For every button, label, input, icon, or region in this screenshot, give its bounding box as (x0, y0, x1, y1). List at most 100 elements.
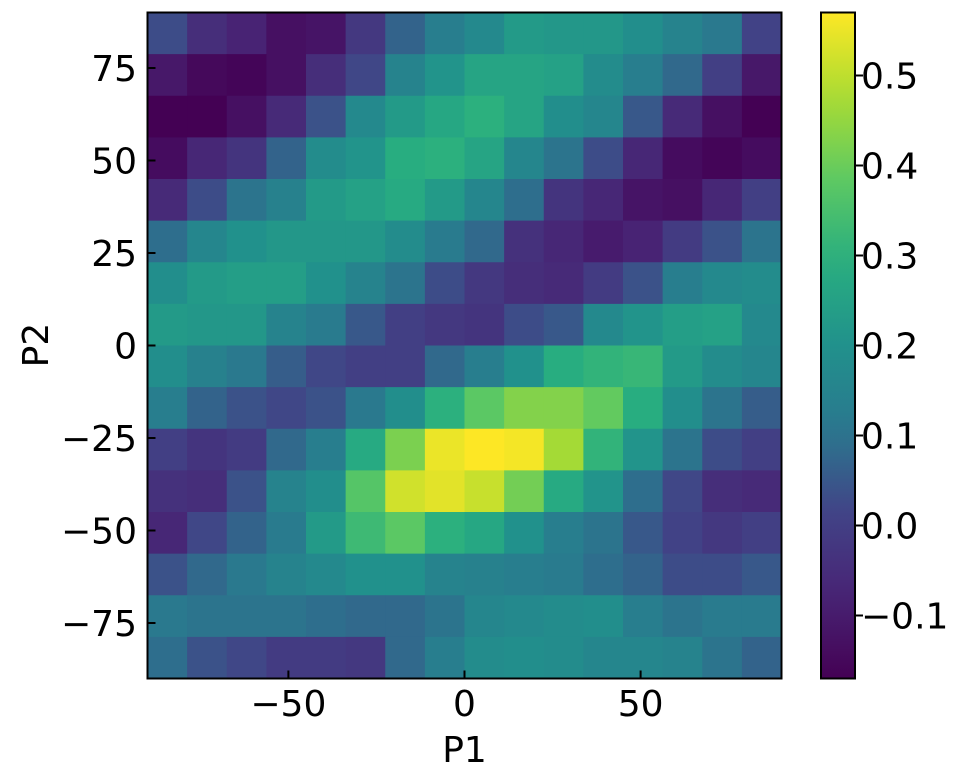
heatmap-cell (702, 262, 743, 305)
heatmap-cell (424, 54, 466, 97)
heatmap-cell (147, 595, 188, 638)
heatmap-cell (623, 470, 664, 513)
heatmap-cell (543, 470, 584, 513)
heatmap-cell (662, 262, 703, 305)
heatmap-cell (306, 12, 347, 55)
heatmap-cell (424, 512, 466, 555)
heatmap-cell (504, 470, 545, 513)
heatmap-cell (702, 470, 743, 513)
heatmap-cell (504, 12, 545, 55)
heatmap-cell (345, 12, 386, 55)
heatmap-cell (187, 636, 228, 680)
heatmap-cell (187, 12, 228, 55)
heatmap-cell (147, 553, 188, 596)
heatmap-cell (662, 179, 703, 222)
heatmap-cell (623, 220, 664, 263)
heatmap-cell (623, 387, 664, 430)
heatmap-cell (147, 12, 188, 55)
heatmap-cell (226, 595, 267, 638)
colorbar-tick-label: 0.1 (861, 417, 918, 458)
heatmap-cell (226, 428, 267, 471)
heatmap-cell (266, 12, 307, 55)
heatmap-cell (424, 345, 466, 388)
heatmap-cell (623, 262, 664, 305)
heatmap-cell (583, 179, 624, 222)
heatmap-cell (464, 262, 505, 305)
heatmap-cell (424, 95, 466, 138)
heatmap-cell (306, 553, 347, 596)
heatmap-cell (543, 220, 584, 263)
heatmap-cell (583, 262, 624, 305)
heatmap-cell (226, 470, 267, 513)
heatmap-cell (741, 220, 783, 263)
heatmap-cell (345, 595, 386, 638)
heatmap-cell (464, 387, 505, 430)
heatmap-cell (623, 636, 664, 680)
heatmap-cell (306, 470, 347, 513)
heatmap-cell (623, 137, 664, 180)
heatmap-cell (226, 179, 267, 222)
heatmap-cell (543, 179, 584, 222)
heatmap-cell (583, 137, 624, 180)
heatmap-cell (187, 428, 228, 471)
heatmap-cell (464, 595, 505, 638)
heatmap-cell (662, 428, 703, 471)
heatmap-cell (741, 636, 783, 680)
heatmap-cell (583, 12, 624, 55)
heatmap-cell (266, 220, 307, 263)
heatmap-cell (306, 95, 347, 138)
heatmap-cell (187, 512, 228, 555)
heatmap-cell (464, 54, 505, 97)
heatmap-cell (662, 54, 703, 97)
heatmap-cell (306, 636, 347, 680)
x-tick-label: 0 (453, 684, 476, 725)
heatmap-cell (306, 428, 347, 471)
colorbar-tick-label: 0.5 (861, 57, 918, 98)
heatmap-cell (464, 636, 505, 680)
heatmap-cell (266, 179, 307, 222)
heatmap-cell (226, 54, 267, 97)
heatmap-cell (583, 95, 624, 138)
heatmap-cell (306, 595, 347, 638)
heatmap-cell (226, 220, 267, 263)
heatmap-cell (702, 95, 743, 138)
colorbar-tick-label: −0.1 (861, 597, 948, 638)
heatmap-cell (424, 137, 466, 180)
heatmap-cell (147, 387, 188, 430)
heatmap-cell (306, 303, 347, 347)
heatmap-cell (147, 137, 188, 180)
heatmap-cell (702, 553, 743, 596)
heatmap-cell (702, 179, 743, 222)
heatmap-cell (504, 303, 545, 347)
heatmap-cell (623, 512, 664, 555)
heatmap-cell (702, 387, 743, 430)
heatmap-cell (187, 345, 228, 388)
y-tick-label: 75 (91, 49, 137, 90)
heatmap-cell (345, 54, 386, 97)
x-tick-label: 50 (618, 684, 664, 725)
heatmap-cell (662, 345, 703, 388)
heatmap-cell (266, 512, 307, 555)
heatmap-cell (583, 387, 624, 430)
heatmap-cell (741, 262, 783, 305)
heatmap-cell (741, 54, 783, 97)
heatmap-cell (266, 553, 307, 596)
heatmap-cell (702, 512, 743, 555)
heatmap-cell (345, 512, 386, 555)
heatmap-cell (543, 387, 584, 430)
heatmap-cell (187, 137, 228, 180)
heatmap-cell (464, 137, 505, 180)
heatmap-cell (345, 345, 386, 388)
heatmap-cell (385, 595, 426, 638)
heatmap-cell (187, 54, 228, 97)
heatmap-cell (662, 303, 703, 347)
heatmap-cell (345, 303, 386, 347)
heatmap-cell (741, 595, 783, 638)
heatmap-cell (345, 470, 386, 513)
heatmap-cell (385, 387, 426, 430)
heatmap-cell (226, 262, 267, 305)
heatmap-cell (504, 262, 545, 305)
heatmap-cell (702, 595, 743, 638)
heatmap-cell (543, 95, 584, 138)
heatmap-cell (662, 387, 703, 430)
